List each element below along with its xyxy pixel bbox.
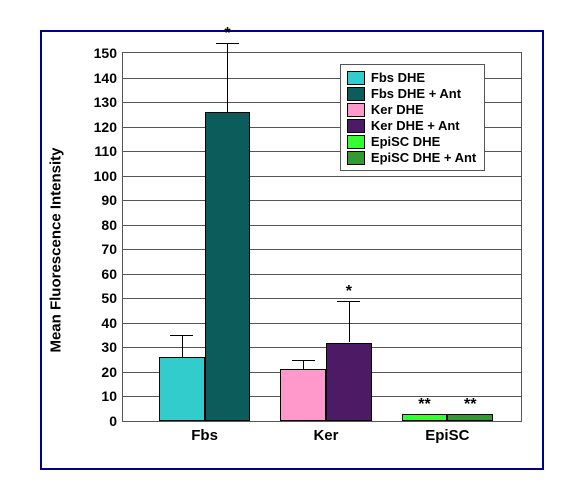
y-tick-label: 150 (94, 45, 117, 61)
legend-swatch (347, 103, 365, 117)
legend-swatch (347, 135, 365, 149)
grid-line (123, 225, 521, 226)
error-bar (182, 335, 183, 357)
x-tick-label: Ker (313, 427, 338, 444)
legend-label: EpiSC DHE (371, 134, 440, 149)
legend-label: Fbs DHE + Ant (371, 86, 461, 101)
legend-swatch (347, 119, 365, 133)
x-tick-label: Fbs (191, 427, 218, 444)
y-tick-label: 60 (101, 266, 117, 282)
error-cap (337, 301, 360, 302)
bar (326, 343, 372, 422)
legend-label: Ker DHE (371, 102, 424, 117)
legend-swatch (347, 151, 365, 165)
y-tick-label: 20 (101, 364, 117, 380)
grid-line (123, 176, 521, 177)
legend-entry: EpiSC DHE + Ant (347, 150, 476, 165)
bar (402, 414, 448, 421)
legend-swatch (347, 87, 365, 101)
x-tick-label: EpiSC (425, 427, 469, 444)
y-tick-label: 70 (101, 241, 117, 257)
significance-marker: ** (464, 396, 476, 414)
y-tick-label: 40 (101, 315, 117, 331)
grid-line (123, 298, 521, 299)
y-tick-label: 120 (94, 119, 117, 135)
error-cap (292, 360, 315, 361)
y-tick-label: 30 (101, 339, 117, 355)
grid-line (123, 323, 521, 324)
bar (280, 369, 326, 421)
y-tick-label: 10 (101, 388, 117, 404)
error-bar (227, 43, 228, 112)
legend-label: Fbs DHE (371, 70, 425, 85)
grid-line (123, 274, 521, 275)
y-tick-label: 140 (94, 70, 117, 86)
bar (205, 112, 251, 421)
significance-marker: * (224, 25, 230, 43)
significance-marker: * (346, 283, 352, 301)
grid-line (123, 200, 521, 201)
y-tick-label: 100 (94, 168, 117, 184)
grid-line (123, 249, 521, 250)
y-tick-label: 110 (94, 143, 117, 159)
legend-entry: Ker DHE (347, 102, 476, 117)
bar (159, 357, 205, 421)
legend-entry: Ker DHE + Ant (347, 118, 476, 133)
plot-area: 0102030405060708090100110120130140150***… (122, 52, 522, 422)
legend: Fbs DHEFbs DHE + AntKer DHEKer DHE + Ant… (340, 64, 485, 171)
legend-swatch (347, 71, 365, 85)
chart-frame: Mean Fluorescence Intensity 0 10 20 30 40 50 6… (40, 30, 544, 470)
error-cap (170, 335, 193, 336)
error-bar (303, 360, 304, 370)
y-tick-label: 90 (101, 192, 117, 208)
legend-label: EpiSC DHE + Ant (371, 150, 476, 165)
y-tick-label: 0 (109, 413, 117, 429)
y-tick-label: 130 (94, 94, 117, 110)
error-bar (349, 301, 350, 343)
legend-entry: EpiSC DHE (347, 134, 476, 149)
legend-label: Ker DHE + Ant (371, 118, 460, 133)
legend-entry: Fbs DHE + Ant (347, 86, 476, 101)
y-axis-title: Mean Fluorescence Intensity (48, 147, 65, 352)
y-tick-label: 50 (101, 290, 117, 306)
error-cap (216, 43, 239, 44)
bar (447, 414, 493, 421)
significance-marker: ** (418, 396, 430, 414)
legend-entry: Fbs DHE (347, 70, 476, 85)
y-tick-label: 80 (101, 217, 117, 233)
